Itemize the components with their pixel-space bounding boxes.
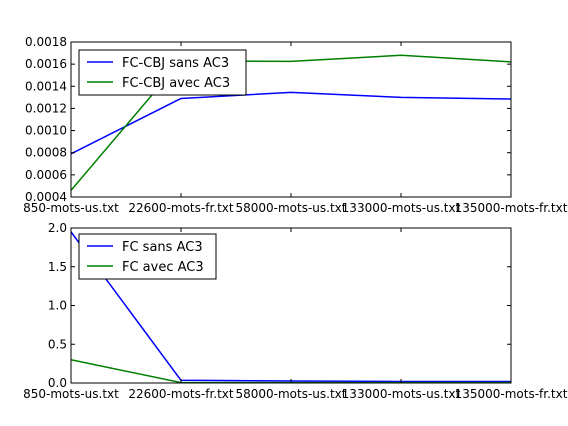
legend-2: FC sans AC3 FC avec AC3 xyxy=(78,233,217,280)
y-tick-label-1-6: 0.0014 xyxy=(25,79,67,93)
x-tick-label-2-5: 135000-mots-fr.txt xyxy=(455,387,568,401)
x-tick-label-2-3: 58000-mots-us.txt xyxy=(235,387,346,401)
y-tick-label-1-8: 0.0018 xyxy=(25,35,67,49)
y-tick-label-1-2: 0.0006 xyxy=(25,168,67,182)
chart-2: 0.0 0.5 1.0 1.5 2.0 850-mots-us.txt 22600-mots… xyxy=(23,221,568,401)
x-tick-label-1-1: 850-mots-us.txt xyxy=(23,201,119,215)
y-tick-label-1-7: 0.0016 xyxy=(25,57,67,71)
x-tick-label-1-5: 135000-mots-fr.txt xyxy=(455,201,568,215)
legend-label-1-2: FC-CBJ avec AC3 xyxy=(122,76,230,91)
legend-1: FC-CBJ sans AC3 FC-CBJ avec AC3 xyxy=(78,49,247,96)
x-tick-label-1-4: 133000-mots-us.txt xyxy=(342,201,461,215)
legend-box-2 xyxy=(78,233,217,280)
y-tick-label-2-4: 1.5 xyxy=(48,260,67,274)
legend-label-1-1: FC-CBJ sans AC3 xyxy=(122,56,229,71)
y-tick-label-2-2: 0.5 xyxy=(48,337,67,351)
y-tick-label-2-5: 2.0 xyxy=(48,221,67,235)
legend-box-1 xyxy=(78,49,247,96)
y-tick-label-1-3: 0.0008 xyxy=(25,146,67,160)
y-tick-label-2-3: 1.0 xyxy=(48,299,67,313)
x-tick-label-1-2: 22600-mots-fr.txt xyxy=(128,201,234,215)
y-tick-label-2-1: 0.0 xyxy=(48,376,67,390)
legend-label-2-1: FC sans AC3 xyxy=(122,240,203,255)
y-tick-label-1-5: 0.0012 xyxy=(25,101,67,115)
x-tick-label-2-2: 22600-mots-fr.txt xyxy=(128,387,234,401)
x-tick-label-2-1: 850-mots-us.txt xyxy=(23,387,119,401)
series-line-1-1 xyxy=(70,91,512,155)
y-tick-label-1-1: 0.0004 xyxy=(25,190,67,204)
chart-1: 0.0004 0.0006 0.0008 0.0010 0.0012 0.0014 0.00… xyxy=(23,35,568,215)
legend-label-2-2: FC avec AC3 xyxy=(122,260,204,275)
x-tick-label-2-4: 133000-mots-us.txt xyxy=(342,387,461,401)
y-tick-label-1-4: 0.0010 xyxy=(25,124,67,138)
x-tick-label-1-3: 58000-mots-us.txt xyxy=(235,201,346,215)
